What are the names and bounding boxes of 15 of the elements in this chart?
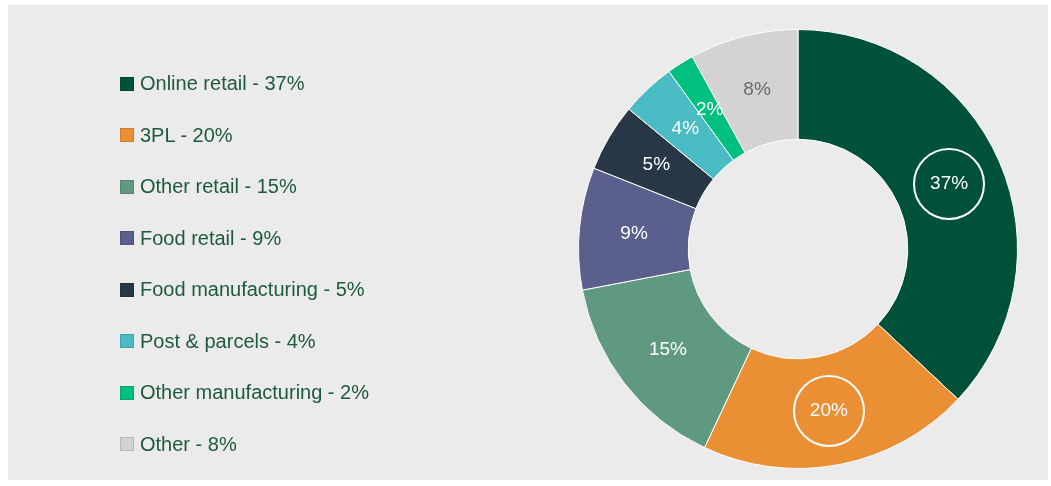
legend-label: Other retail - 15%	[140, 175, 297, 199]
legend-label: Online retail - 37%	[140, 72, 305, 96]
legend-label: 3PL - 20%	[140, 123, 233, 147]
data-label: 15%	[648, 338, 688, 360]
data-label: 9%	[620, 221, 648, 243]
data-label: 20%	[809, 398, 848, 420]
legend-label: Other - 8%	[140, 432, 237, 456]
legend-label: Other manufacturing - 2%	[140, 381, 369, 405]
legend-label: Post & parcels - 4%	[140, 329, 316, 353]
legend-label: Food manufacturing - 5%	[140, 278, 365, 302]
data-label: 37%	[930, 171, 969, 193]
data-label: 8%	[743, 77, 771, 99]
data-label: 4%	[671, 117, 700, 139]
data-label: 5%	[642, 153, 671, 175]
legend-label: Food retail - 9%	[140, 226, 282, 250]
